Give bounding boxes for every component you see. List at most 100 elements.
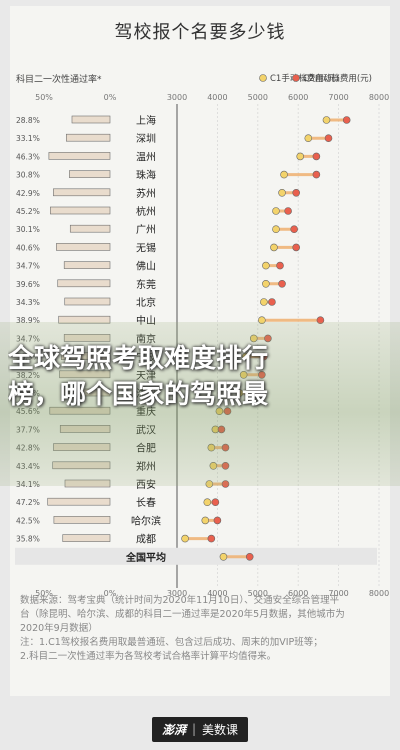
pass-rate-bar <box>62 534 111 542</box>
footer: 澎湃 | 美数课 <box>0 716 400 742</box>
pass-rate-tick-bottom: 50% <box>35 589 53 598</box>
pass-rate-bar <box>69 170 111 178</box>
c2-fee-point <box>223 407 232 416</box>
pass-rate-bar <box>63 261 111 269</box>
c1-fee-point <box>280 170 288 179</box>
headline-line-2: 榜，哪个国家的驾照最 <box>8 380 269 410</box>
pass-rate-bar <box>69 224 111 233</box>
pass-rate-bar <box>63 334 111 342</box>
c2-fee-point <box>324 134 333 142</box>
pass-rate-label: 42.8% <box>16 444 40 453</box>
c1-fee-point <box>272 207 280 215</box>
pass-rate-label: 42.5% <box>16 516 40 525</box>
fee-tick-top: 7000 <box>328 93 348 102</box>
city-label: 成都 <box>136 534 156 546</box>
c2-fee-point <box>312 170 321 179</box>
c1-fee-point <box>207 443 216 452</box>
fee-tick-bottom: 8000 <box>369 589 389 598</box>
pass-rate-bar <box>53 516 111 524</box>
c1-fee-point <box>262 279 270 288</box>
pass-rate-bar <box>47 497 111 506</box>
pass-rate-label: 37.7% <box>16 425 40 434</box>
pass-rate-bar <box>56 243 111 251</box>
city-label: 中山 <box>136 314 156 327</box>
city-label: 深圳 <box>136 133 156 145</box>
c1-fee-point <box>181 534 189 543</box>
pass-rate-label: 34.7% <box>16 262 40 271</box>
city-label: 杭州 <box>136 205 156 218</box>
brand-logo-right: 美数课 <box>202 722 239 737</box>
c2-legend-label: C2自动档费用(元) <box>303 73 372 84</box>
pass-rate-label: 42.9% <box>16 189 40 198</box>
c1-fee-point <box>215 407 224 416</box>
city-label: 苏州 <box>136 187 156 200</box>
fee-tick-bottom: 5000 <box>248 589 268 598</box>
c2-legend-marker <box>292 74 300 82</box>
c2-fee-point <box>221 443 230 452</box>
c2-fee-point <box>278 279 286 288</box>
c2-fee-point <box>316 316 325 325</box>
c2-fee-point <box>292 243 300 252</box>
fee-tick-bottom: 3000 <box>167 589 187 598</box>
c2-fee-point <box>268 298 276 306</box>
city-label: 东莞 <box>136 278 156 291</box>
city-label: 哈尔滨 <box>131 514 161 527</box>
pass-rate-bar <box>53 443 111 451</box>
pass-rate-bar <box>58 315 111 324</box>
city-label: 南京 <box>136 332 156 345</box>
c1-fee-point <box>278 189 286 197</box>
city-label: 温州 <box>136 151 156 163</box>
c2-fee-point <box>260 352 268 361</box>
note-line: 2.科目二一次性通过率为各驾校考试合格率计算平均值得来。 <box>20 651 277 662</box>
c2-fee-point <box>284 207 292 215</box>
c1-fee-point <box>209 461 218 470</box>
c2-fee-point <box>245 552 254 561</box>
c1-fee-point <box>201 516 210 525</box>
pass-rate-tick-top: 0% <box>104 93 117 102</box>
note-line: 2020年9月数据） <box>20 623 98 634</box>
c1-fee-point <box>203 498 212 507</box>
city-label: 佛山 <box>136 260 156 273</box>
pass-rate-label: 30.8% <box>16 171 40 180</box>
pass-rate-bar <box>71 115 111 124</box>
city-label: 广州 <box>136 224 156 236</box>
pass-rate-label: 46.3% <box>16 152 40 161</box>
pass-rate-tick-top: 50% <box>35 93 53 102</box>
pass-rate-label: 40.6% <box>16 243 40 252</box>
c1-legend-marker <box>259 74 267 82</box>
pass-rate-label: 34.7% <box>16 334 40 343</box>
average-row-highlight <box>15 547 377 565</box>
c1-fee-point <box>239 370 248 379</box>
pass-rate-bar <box>57 279 111 288</box>
pass-rate-bar <box>52 461 111 470</box>
pass-rate-bar <box>64 297 111 306</box>
c1-fee-point <box>296 152 305 161</box>
city-label: 沈阳 <box>136 387 156 400</box>
city-label: 长春 <box>136 497 156 509</box>
c1-fee-point <box>235 389 244 397</box>
city-label: 珠海 <box>136 169 156 182</box>
pass-rate-bar <box>48 152 111 160</box>
pass-rate-label: 38.9% <box>16 316 40 325</box>
city-label: 武汉 <box>136 423 156 436</box>
fee-tick-top: 3000 <box>167 93 187 102</box>
city-label: 天津 <box>136 370 156 382</box>
pass-rate-label: 35.8% <box>16 535 40 544</box>
city-label: 上海 <box>136 114 156 127</box>
c1-fee-point <box>272 225 280 233</box>
pass-rate-label: 38.2% <box>16 371 40 380</box>
note-line: 数据来源：驾考宝典（统计时间为2020年11月10日）、交通安全综合管理平 <box>20 595 340 606</box>
city-label: 西安 <box>136 478 156 491</box>
pass-rate-label: 28.8% <box>16 116 40 125</box>
pass-rate-label: 33.1% <box>16 134 40 143</box>
headline-band <box>0 322 400 486</box>
fee-tick-top: 4000 <box>207 93 227 102</box>
city-label: 宁波 <box>136 351 156 364</box>
pass-rate-bar <box>60 352 111 360</box>
fee-tick-bottom: 4000 <box>207 589 227 598</box>
pass-rate-bar <box>49 406 111 415</box>
c1-fee-point <box>249 334 258 343</box>
pass-rate-label: 35.5% <box>16 389 40 398</box>
c1-fee-point <box>260 298 268 306</box>
fee-tick-top: 5000 <box>248 93 268 102</box>
